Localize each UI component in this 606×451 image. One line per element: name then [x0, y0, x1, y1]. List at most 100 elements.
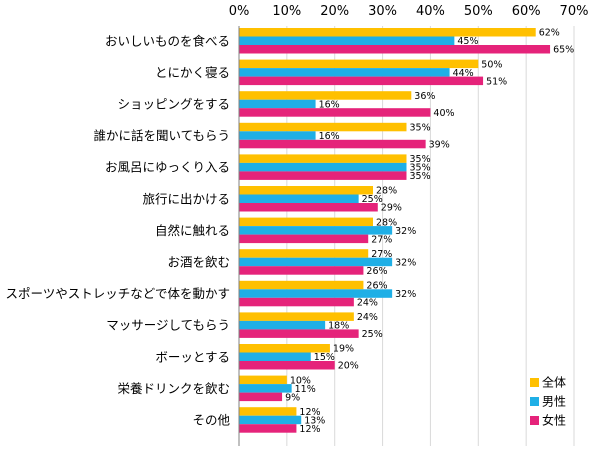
value-labels: 62%45%65%50%44%51%36%16%40%35%16%39%35%3… — [285, 28, 574, 435]
data-label: 12% — [299, 407, 320, 418]
data-label: 35% — [410, 163, 431, 174]
data-label: 10% — [290, 375, 311, 386]
bar — [239, 361, 335, 370]
bar — [239, 280, 364, 290]
category-label: お酒を飲む — [167, 255, 230, 270]
legend-label: 全体 — [542, 375, 566, 390]
data-label: 28% — [376, 217, 397, 228]
data-label: 62% — [539, 28, 560, 39]
bar — [239, 131, 316, 140]
data-label: 16% — [319, 131, 340, 142]
x-tick-label: 70% — [560, 4, 589, 19]
bars — [239, 28, 551, 433]
bar — [239, 344, 330, 353]
data-label: 28% — [376, 186, 397, 197]
bar — [239, 415, 302, 425]
data-label: 40% — [433, 108, 454, 119]
category-labels: おいしいものを食べるとにかく寝るショッピングをする誰かに話を聞いてもらうお風呂に… — [5, 33, 230, 427]
category-label: スポーツやストレッチなどで体を動かす — [5, 286, 230, 301]
x-axis-ticks: 0% 10% 20% 30% 40% 50% 60% 70% — [229, 4, 589, 19]
bar — [239, 162, 407, 172]
x-tick-label: 20% — [320, 4, 349, 19]
data-label: 39% — [429, 139, 450, 150]
bar — [239, 384, 292, 393]
bar — [239, 424, 297, 433]
data-label: 11% — [295, 384, 316, 395]
data-label: 20% — [338, 361, 359, 372]
data-label: 27% — [371, 234, 392, 245]
x-tick-label: 0% — [229, 4, 250, 19]
data-label: 9% — [285, 392, 300, 403]
category-label: 自然に触れる — [155, 223, 230, 238]
data-label: 35% — [410, 171, 431, 182]
category-label: マッサージしてもらう — [106, 318, 230, 333]
data-label: 32% — [395, 226, 416, 237]
bar — [239, 76, 484, 86]
category-label: とにかく寝る — [155, 65, 230, 80]
bar — [239, 257, 393, 267]
category-label: 栄養ドリンクを飲む — [117, 381, 230, 396]
bar — [239, 320, 326, 330]
data-label: 25% — [362, 194, 383, 205]
data-label: 13% — [304, 415, 325, 426]
bar — [239, 171, 407, 180]
bar — [239, 186, 373, 195]
data-label: 26% — [366, 266, 387, 277]
bar — [239, 352, 311, 361]
legend-label: 女性 — [542, 413, 566, 428]
bar — [239, 68, 450, 77]
category-label: ボーッとする — [155, 349, 230, 364]
data-label: 50% — [481, 59, 502, 70]
bar — [239, 91, 412, 100]
data-label: 24% — [357, 297, 378, 308]
bar — [239, 329, 359, 338]
category-label: 誰かに話を聞いてもらう — [93, 128, 230, 143]
bar — [239, 217, 373, 227]
bar — [239, 122, 407, 132]
data-label: 18% — [328, 321, 349, 332]
data-label: 35% — [410, 122, 431, 133]
bar — [239, 99, 316, 109]
bar — [239, 226, 393, 235]
data-label: 12% — [299, 424, 320, 435]
x-tick-label: 50% — [464, 4, 493, 19]
x-tick-label: 30% — [368, 4, 397, 19]
data-label: 15% — [314, 352, 335, 363]
bar — [239, 194, 359, 203]
bar — [239, 28, 536, 37]
data-label: 19% — [333, 344, 354, 355]
data-label: 16% — [319, 99, 340, 110]
data-label: 32% — [395, 289, 416, 300]
bar — [239, 297, 354, 307]
data-label: 45% — [457, 36, 478, 47]
x-tick-label: 40% — [416, 4, 445, 19]
bar — [239, 154, 407, 163]
bar — [239, 407, 297, 416]
bar — [239, 375, 287, 385]
data-label: 35% — [410, 154, 431, 165]
category-label: その他 — [192, 413, 230, 428]
bar — [239, 392, 283, 402]
data-label: 32% — [395, 257, 416, 268]
legend-swatch — [530, 378, 539, 387]
category-label: ショッピングをする — [117, 97, 230, 112]
data-label: 24% — [357, 312, 378, 323]
data-label: 51% — [486, 76, 507, 87]
x-tick-label: 60% — [512, 4, 541, 19]
data-label: 27% — [371, 249, 392, 260]
legend-label: 男性 — [542, 395, 566, 409]
bar — [239, 45, 551, 54]
legend-swatch — [530, 416, 539, 425]
x-tick-label: 10% — [272, 4, 301, 19]
bar — [239, 139, 426, 149]
legend-swatch — [530, 397, 539, 406]
data-label: 29% — [381, 203, 402, 214]
bar — [239, 108, 431, 117]
data-label: 26% — [366, 280, 387, 291]
bar — [239, 289, 393, 298]
bar — [239, 203, 378, 212]
bar — [239, 312, 354, 321]
bar — [239, 266, 364, 275]
